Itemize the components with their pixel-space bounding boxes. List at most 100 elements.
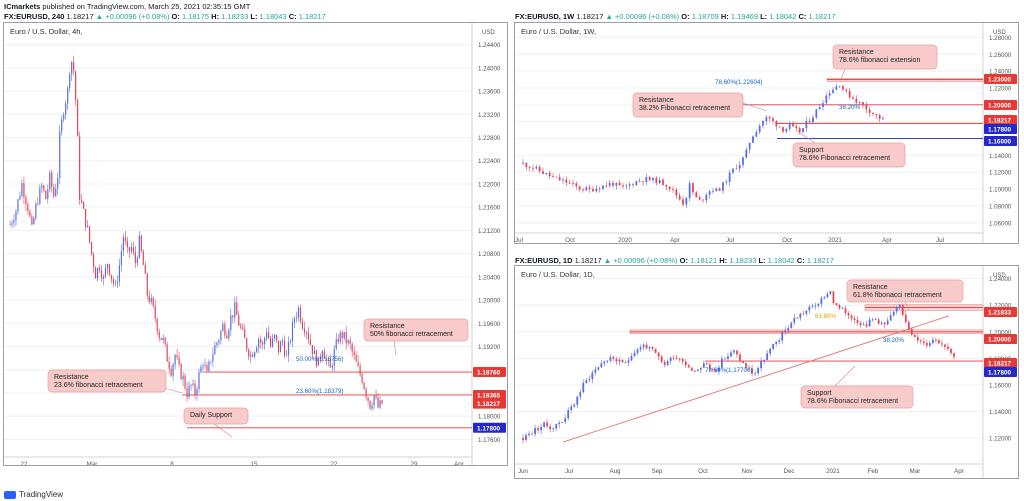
candle-bear [79,136,81,200]
o-label: O: [679,256,688,265]
candle-bear [592,189,594,192]
chart-svg-w1[interactable]: 1.280001.260001.240001.220001.200001.180… [515,23,1018,243]
x-tick-label: Jul [515,237,523,243]
candle-bear [862,102,864,105]
candle-bull [730,352,732,357]
candle-bull [579,391,582,397]
candle-bull [256,347,258,353]
callout-pointer [904,301,910,311]
footer-brand-text: TradingView [19,490,64,499]
candle-bear [919,340,922,342]
y-tick-label: 1.17600 [478,437,501,444]
candle-bull [754,373,756,375]
candle-bear [315,350,317,366]
candle-bear [27,204,29,212]
x-tick-label: Apr [882,237,892,243]
candle-bull [61,119,63,132]
candle-bear [126,241,128,248]
candle-bear [687,365,690,368]
candle-bull [204,365,206,366]
candle-bull [760,360,763,369]
candle-bear [365,388,367,398]
candle-bull [216,342,218,346]
candle-bear [575,183,578,187]
price-tag-bg [984,367,1017,377]
candle-bear [615,358,618,362]
candle-bull [106,264,109,269]
candle-bear [907,321,910,329]
candle-bear [176,355,178,358]
candle-bull [788,123,791,129]
candle-bull [603,361,606,364]
chart-svg-h4[interactable]: 1.24400 1.24000 1.23600 1.23200 1.22800 1.224… [4,23,507,465]
candle-bull [162,337,164,340]
candle-bear [77,100,79,137]
price-tag-text: 1.18365 [477,393,501,400]
candle-bull [540,426,542,431]
candle-bear [178,357,180,365]
candle-bull [602,185,604,190]
chart-svg-d1[interactable]: 1.240001.220001.200001.180001.160001.140… [515,266,1018,478]
candle-bull [190,384,192,386]
currency-label: USD [993,273,1006,279]
candle-bear [37,203,39,205]
candle-bear [224,324,226,336]
candle-bear [693,370,696,372]
candle-bull [558,422,561,425]
candle-bear [341,332,343,339]
c-value: 1.18217 [806,12,836,21]
price-tag-bg [984,358,1017,368]
x-tick-label: 29 [411,461,418,465]
candle-bull [886,320,889,325]
candle-bull [214,345,216,355]
candle-bear [170,368,172,376]
candle-bull [33,218,35,225]
callout-box [792,142,906,168]
candle-bull [273,334,276,339]
candle-bull [570,406,573,411]
chart-panel-w1[interactable]: Euro / U.S. Dollar, 1W, 1.28000 1.26000 1.… [514,22,1019,244]
candle-bear [552,176,554,178]
callout-text: Resistance [839,49,874,56]
candle-bear [868,109,871,114]
candle-bull [638,181,641,183]
candle-bear [838,305,841,309]
candle-bear [194,383,196,396]
candle-bull [220,331,222,341]
candle-bear [144,264,146,274]
candle-bear [158,331,160,339]
chart-panel-d1[interactable]: Euro / U.S. Dollar, 1D, 1.24000 1.22000 1.… [514,265,1019,479]
price-tag-bg [473,389,506,400]
candle-bear [883,322,886,325]
candle-bull [838,86,841,88]
chart-panel-h4[interactable]: Euro / U.S. Dollar, 4h, 1.24400 1.24000 1.… [3,22,508,466]
candle-bear [877,319,880,324]
price-tag-text: 1.16000 [988,139,1012,146]
candle-bull [715,188,718,192]
candle-bull [285,355,288,357]
footer-brand[interactable]: TradingView [4,490,63,499]
candle-bear [92,253,95,268]
fib-label: 38.20% [839,104,860,111]
candle-bull [608,182,611,186]
candle-bull [96,267,99,279]
candle-bear [802,313,805,315]
callout-text: 23.6% fibonacci retracement [54,382,143,389]
y-tick-label: 1.26000 [989,52,1012,59]
candle-bull [19,196,21,200]
candle-bull [784,330,787,333]
candle-bear [901,304,904,315]
fib-label: 23.60%(1.18379) [296,388,343,395]
x-tick-label: 15 [251,461,258,465]
candle-bull [708,191,711,195]
candle-bear [277,340,280,353]
y-tick-label: 1.22000 [478,181,501,188]
candle-bear [944,344,946,347]
price-change: ▲ +0.00096 (+0.08%) [603,256,680,265]
price-tag-bg [473,367,506,378]
price-tag-text: 1.17800 [988,370,1012,377]
candle-bull [57,178,59,189]
h-label: H: [720,12,729,21]
